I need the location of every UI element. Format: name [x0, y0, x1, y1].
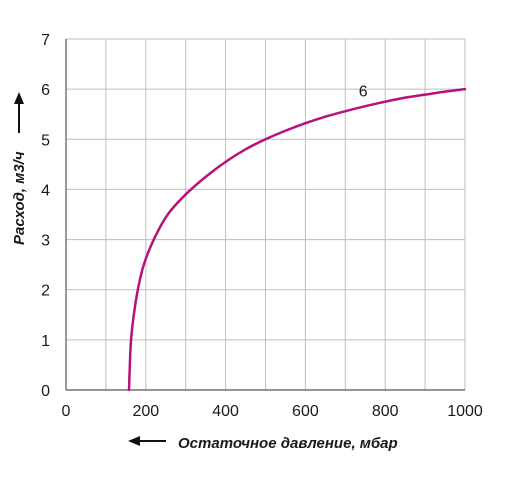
- series: 6: [127, 84, 467, 392]
- y-tick-label: 2: [41, 283, 50, 300]
- y-tick-labels: 0 1 2 3 4 5 6 7: [41, 32, 50, 400]
- y-tick-label: 5: [41, 132, 50, 149]
- x-tick-labels: 0 200 400 600 800 1000: [62, 403, 483, 420]
- y-axis-title: Расход, м3/ч: [11, 151, 28, 245]
- x-tick-label: 0: [62, 403, 71, 420]
- x-tick-label: 1000: [447, 403, 483, 420]
- x-tick-label: 400: [212, 403, 239, 420]
- series-line: [127, 87, 467, 392]
- y-tick-label: 3: [41, 233, 50, 250]
- y-tick-label: 0: [41, 383, 50, 400]
- y-tick-label: 6: [41, 82, 50, 99]
- grid: [65, 38, 466, 391]
- arrow-up-icon: [14, 92, 24, 133]
- y-tick-label: 7: [41, 32, 50, 49]
- x-axis-title: Остаточное давление, мбар: [178, 435, 398, 452]
- x-tick-label: 800: [372, 403, 399, 420]
- series-label: 6: [359, 84, 368, 101]
- x-tick-label: 600: [292, 403, 319, 420]
- arrow-left-icon: [128, 436, 166, 446]
- x-tick-label: 200: [132, 403, 159, 420]
- axes: [65, 39, 465, 391]
- y-tick-label: 4: [41, 182, 50, 199]
- y-tick-label: 1: [41, 333, 50, 350]
